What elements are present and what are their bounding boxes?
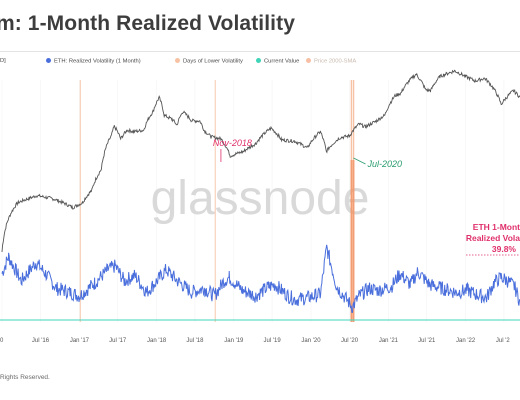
legend-item-label: Current Value <box>264 58 300 65</box>
volatility-series-line <box>1 244 520 313</box>
chart-title: m: 1-Month Realized Volatility <box>0 12 295 35</box>
current-value-number: 39.8% <box>492 244 517 254</box>
annotation-pointer <box>353 157 366 165</box>
legend-item-price-sma[interactable]: Price 2000-SMA <box>306 58 356 65</box>
legend-item-label: Days of Lower Volatility <box>183 58 243 65</box>
current-value-label-line1: ETH 1-Mont <box>473 222 520 232</box>
legend-item-current-value[interactable]: Current Value <box>256 58 299 65</box>
legend-item-label: D] <box>0 58 6 64</box>
legend-item-volatility[interactable]: ETH: Realized Volatility (1 Month) <box>46 58 141 65</box>
x-tick-label: Jul '16 <box>32 338 50 344</box>
low-volatility-band <box>350 160 355 322</box>
legend-dot-icon <box>306 58 311 63</box>
x-tick-label: Jul '18 <box>186 338 204 344</box>
annotation-label: Jul-2020 <box>367 159 403 169</box>
x-tick-label: Jan '21 <box>379 338 399 344</box>
current-value-label-line2: Realized Vola <box>466 233 520 243</box>
x-tick-label: 0 <box>0 338 4 344</box>
x-tick-label: Jan '18 <box>147 338 167 344</box>
x-tick-label: Jul '19 <box>264 338 282 344</box>
legend-dot-icon <box>256 58 261 63</box>
x-tick-label: Jan '17 <box>70 338 90 344</box>
x-tick-label: Jul '20 <box>341 338 359 344</box>
footer-copyright: Rights Reserved. <box>0 374 50 381</box>
x-tick-label: Jan '20 <box>301 338 321 344</box>
x-tick-label: Jul '21 <box>418 338 436 344</box>
x-tick-label: Jul '2 <box>496 338 510 344</box>
watermark: glassnode <box>151 172 370 225</box>
legend-dot-icon <box>46 58 51 63</box>
legend-item-low-vol-days[interactable]: Days of Lower Volatility <box>175 58 243 65</box>
price-series-line <box>1 69 520 253</box>
x-tick-label: Jan '22 <box>456 338 476 344</box>
current-value-callout: ETH 1-Mont Realized Vola 39.8% <box>466 222 520 256</box>
legend-item-label: Price 2000-SMA <box>314 58 357 65</box>
annotation-label: Nov-2018 <box>213 138 252 148</box>
x-tick-label: Jul '17 <box>109 338 127 344</box>
legend-item-label: ETH: Realized Volatility (1 Month) <box>54 58 141 65</box>
x-tick-label: Jan '19 <box>224 338 244 344</box>
legend-dot-icon <box>175 58 180 63</box>
legend-item-price[interactable]: D] <box>0 58 6 64</box>
header-divider <box>0 51 520 52</box>
legend: D] ETH: Realized Volatility (1 Month) Da… <box>0 58 520 68</box>
